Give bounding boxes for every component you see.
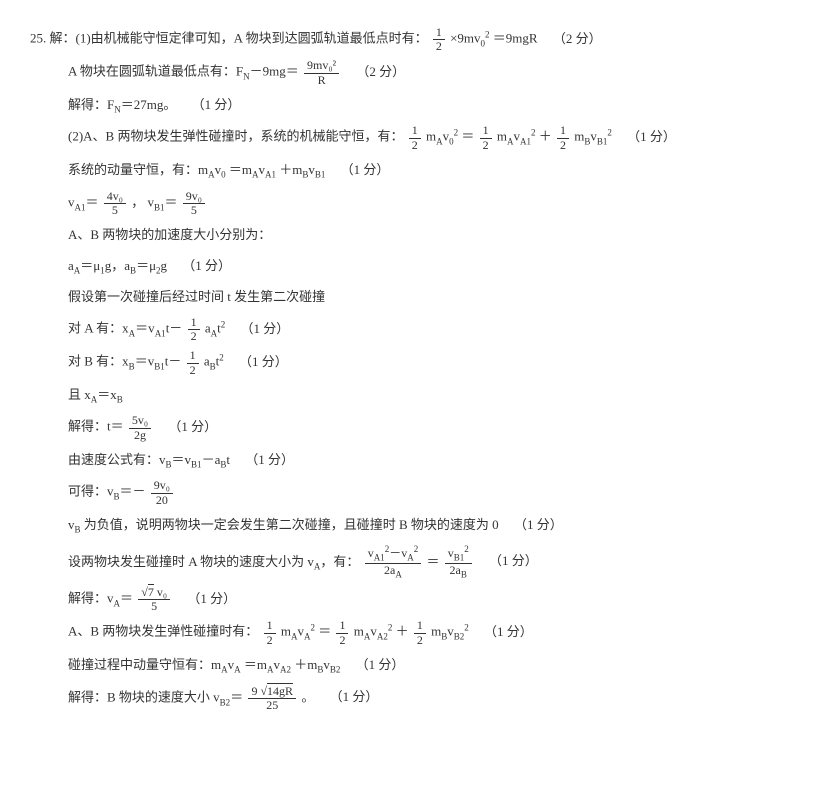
line-6: vA1＝ 4v₀5 ， vB1＝ 9v₀5 [30, 190, 786, 217]
line-3: 解得：FN＝27mg。 （1 分） [30, 93, 786, 119]
points: （1 分） [239, 354, 288, 369]
fraction: 12 [433, 26, 445, 53]
points: （1 分） [168, 419, 217, 434]
line-9: 假设第一次碰撞后经过时间 t 发生第二次碰撞 [30, 285, 786, 310]
points: （1 分） [489, 553, 538, 568]
line-4: (2)A、B 两物块发生弹性碰撞时，系统的机械能守恒，有： 12 mAv02 ＝… [30, 124, 786, 151]
line-10: 对 A 有：xA＝vA1t－ 12 aAt2 （1 分） [30, 316, 786, 343]
points: （1 分） [356, 657, 405, 672]
line-11: 对 B 有：xB＝vB1t－ 12 aBt2 （1 分） [30, 349, 786, 376]
points: （1 分） [341, 162, 390, 177]
line-8: aA＝μ1g，aB＝μ2g （1 分） [30, 254, 786, 280]
points: （1 分） [484, 624, 533, 639]
points: （1 分） [192, 97, 241, 112]
points: （1 分） [330, 689, 379, 704]
line-14: 由速度公式有：vB＝vB1－aBt （1 分） [30, 448, 786, 474]
line-1: 25. 解：(1)由机械能守恒定律可知，A 物块到达圆弧轨道最低点时有： 12 … [30, 26, 786, 53]
points: （2 分） [356, 64, 405, 79]
line-20: 碰撞过程中动量守恒有：mAvA ＝mAvA2 ＋mBvB2 （1 分） [30, 653, 786, 679]
points: （1 分） [514, 517, 563, 532]
points: （1 分） [187, 591, 236, 606]
line-15: 可得：vB＝－ 9v₀20 [30, 479, 786, 506]
line-18: 解得：vA＝ √7 v₀5 （1 分） [30, 586, 786, 613]
line-17: 设两物块发生碰撞时 A 物块的速度大小为 vA，有： vA12－vA22aA ＝… [30, 545, 786, 581]
points: （1 分） [240, 321, 289, 336]
line-21: 解得：B 物块的速度大小 vB2＝ 9 √14gR25 。 （1 分） [30, 685, 786, 712]
line-13: 解得：t＝ 5v₀2g （1 分） [30, 414, 786, 441]
line-2: A 物块在圆弧轨道最低点有：FN－9mg＝ 9mv₀²R （2 分） [30, 59, 786, 86]
text: 25. 解：(1)由机械能守恒定律可知，A 物块到达圆弧轨道最低点时有： [30, 31, 428, 46]
line-12: 且 xA＝xB [30, 383, 786, 409]
points: （1 分） [627, 129, 676, 144]
points: （1 分） [182, 258, 231, 273]
line-7: A、B 两物块的加速度大小分别为： [30, 223, 786, 248]
line-5: 系统的动量守恒，有：mAv0 ＝mAvA1 ＋mBvB1 （1 分） [30, 158, 786, 184]
line-19: A、B 两物块发生弹性碰撞时有： 12 mAvA2 ＝ 12 mAvA22 ＋ … [30, 619, 786, 646]
line-16: vB 为负值，说明两物块一定会发生第二次碰撞，且碰撞时 B 物块的速度为 0 （… [30, 513, 786, 539]
points: （2 分） [553, 31, 602, 46]
fraction: 9mv₀²R [304, 59, 339, 86]
points: （1 分） [245, 452, 294, 467]
